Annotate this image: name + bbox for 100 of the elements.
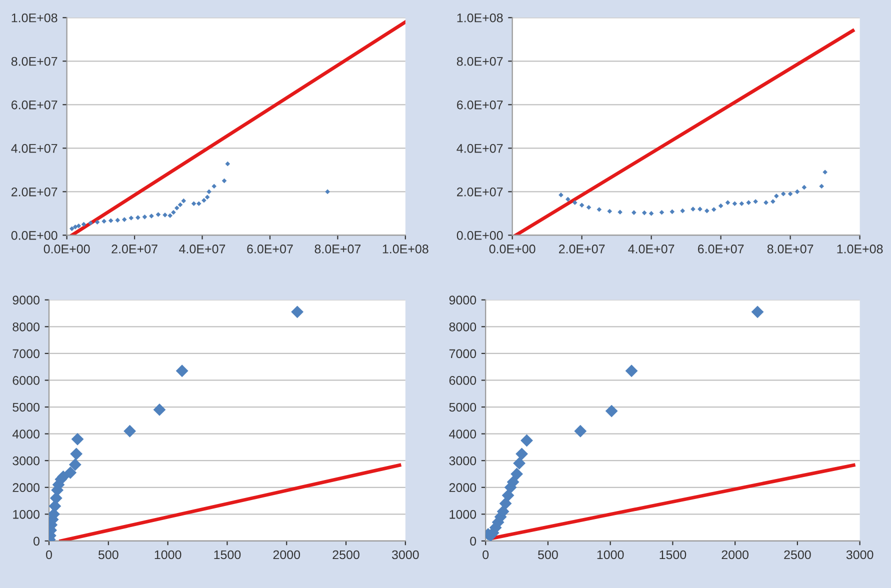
y-tick-label: 9000 xyxy=(12,296,40,305)
x-tick-label: 4.0E+07 xyxy=(179,244,226,254)
x-tick-label: 4.0E+07 xyxy=(628,244,674,254)
point xyxy=(171,210,176,215)
point xyxy=(670,209,675,214)
y-tick-label: 3000 xyxy=(449,456,476,466)
point xyxy=(128,216,134,220)
point xyxy=(153,403,166,416)
point xyxy=(746,200,752,205)
x-tick-label: 8.0E+07 xyxy=(767,244,814,254)
x-tick-label: 3000 xyxy=(846,550,874,560)
y-tick-label: 1.0E+08 xyxy=(12,13,58,22)
point xyxy=(204,194,210,200)
x-tick-label: 2.0E+07 xyxy=(558,244,605,254)
y-tick-label: 4.0E+07 xyxy=(11,144,58,153)
point xyxy=(196,201,202,206)
point xyxy=(181,198,186,204)
y-tick-label: 6.0E+07 xyxy=(12,100,58,110)
point xyxy=(711,207,716,212)
y-tick-label: 6000 xyxy=(449,376,476,385)
point xyxy=(690,206,696,212)
y-tick-label: 8.0E+07 xyxy=(456,56,503,66)
x-tick-label: 500 xyxy=(538,550,558,560)
point xyxy=(225,161,230,166)
point xyxy=(156,212,161,217)
y-tick-label: 1.0E+08 xyxy=(457,13,503,22)
point xyxy=(774,194,779,198)
point xyxy=(751,306,764,318)
point xyxy=(780,191,786,196)
point xyxy=(819,184,824,189)
point xyxy=(71,432,84,446)
point xyxy=(142,214,148,220)
point xyxy=(732,201,738,206)
x-tick-label: 1000 xyxy=(597,550,624,560)
y-tick-label: 6000 xyxy=(12,376,40,385)
point xyxy=(115,218,120,223)
x-tick-label: 8.0E+07 xyxy=(314,244,361,254)
x-tick-label: 2500 xyxy=(332,550,360,560)
point xyxy=(206,189,212,194)
point xyxy=(596,207,602,212)
y-tick-label: 2.0E+07 xyxy=(457,187,503,196)
point xyxy=(168,213,172,218)
y-tick-label: 0 xyxy=(470,536,476,546)
point xyxy=(659,210,664,215)
y-tick-label: 9000 xyxy=(449,296,476,305)
point xyxy=(718,203,724,208)
y-tick-label: 4000 xyxy=(449,430,476,438)
point xyxy=(108,218,114,224)
point xyxy=(124,424,136,438)
point xyxy=(579,202,584,208)
x-tick-label: 1.0E+08 xyxy=(382,244,428,254)
x-tick-label: 1.0E+08 xyxy=(837,244,883,254)
point xyxy=(291,306,304,318)
point xyxy=(642,210,647,216)
point xyxy=(725,200,730,205)
x-tick-label: 2000 xyxy=(722,550,748,560)
y-tick-label: 2.0E+07 xyxy=(12,187,58,196)
point xyxy=(191,201,196,206)
x-tick-label: 6.0E+07 xyxy=(698,244,744,254)
point xyxy=(516,448,528,460)
point xyxy=(822,170,828,175)
y-tick-label: 2000 xyxy=(12,483,40,492)
x-tick-label: 0 xyxy=(482,550,489,560)
y-tick-label: 0.0E+00 xyxy=(11,231,58,240)
point xyxy=(607,208,612,214)
point xyxy=(648,211,654,216)
point xyxy=(632,210,636,215)
point xyxy=(625,364,638,378)
y-tick-label: 4.0E+07 xyxy=(456,144,503,153)
x-tick-label: 2000 xyxy=(273,550,300,560)
y-tick-label: 4000 xyxy=(12,430,40,438)
y-tick-label: 3000 xyxy=(12,456,40,466)
point xyxy=(574,424,587,438)
y-tick-label: 1000 xyxy=(13,510,40,519)
point xyxy=(680,208,685,214)
y-tick-label: 5000 xyxy=(449,402,476,412)
point xyxy=(64,466,77,479)
point xyxy=(70,448,83,460)
y-tick-label: 8000 xyxy=(449,322,476,332)
point xyxy=(325,189,330,194)
x-tick-label: 0.0E+00 xyxy=(489,244,536,254)
x-tick-label: 1500 xyxy=(214,550,241,560)
x-tick-label: 500 xyxy=(98,550,118,560)
point xyxy=(136,215,140,220)
point xyxy=(94,220,100,225)
point xyxy=(202,198,206,203)
point xyxy=(72,224,78,230)
y-tick-label: 8000 xyxy=(12,322,40,332)
x-tick-label: 2500 xyxy=(784,550,811,560)
point xyxy=(212,184,217,189)
point xyxy=(122,217,127,222)
point xyxy=(566,196,570,202)
x-tick-label: 6.0E+07 xyxy=(247,244,293,254)
x-tick-label: 3000 xyxy=(392,550,419,560)
point xyxy=(102,218,106,224)
x-tick-label: 1500 xyxy=(660,550,686,560)
y-tick-label: 6.0E+07 xyxy=(457,100,503,110)
y-tick-label: 5000 xyxy=(12,402,40,412)
y-tick-label: 7000 xyxy=(12,349,40,358)
x-tick-label: 0.0E+00 xyxy=(44,244,90,254)
